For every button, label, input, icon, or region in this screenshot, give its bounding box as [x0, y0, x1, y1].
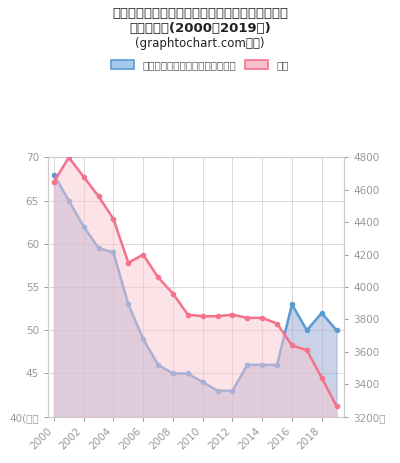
Text: 推移グラフ(2000〜2019年): 推移グラフ(2000〜2019年)	[129, 22, 271, 35]
Text: (graphtochart.com作成): (graphtochart.com作成)	[135, 37, 265, 50]
Text: 阿武郡阿武町の一般行政部門職員数（市区町村）: 阿武郡阿武町の一般行政部門職員数（市区町村）	[112, 7, 288, 20]
Legend: 一般行政部門職員数（市区町村）, 人口: 一般行政部門職員数（市区町村）, 人口	[112, 60, 288, 70]
